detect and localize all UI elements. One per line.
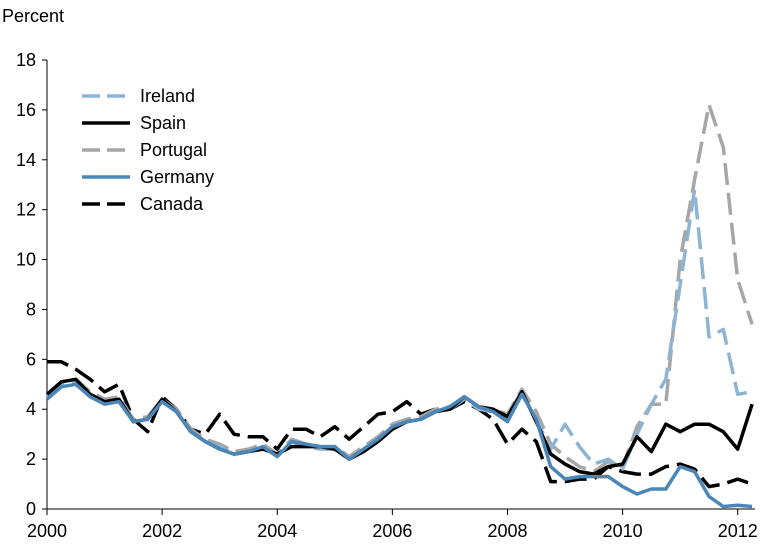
x-tick-label: 2006 xyxy=(372,521,412,541)
x-tick-label: 2008 xyxy=(487,521,527,541)
y-tick-label: 10 xyxy=(16,250,36,270)
x-tick-label: 2002 xyxy=(142,521,182,541)
x-tick-label: 2010 xyxy=(603,521,643,541)
x-tick-label: 2012 xyxy=(718,521,758,541)
y-tick-label: 16 xyxy=(16,100,36,120)
y-tick-label: 14 xyxy=(16,150,36,170)
legend-label: Ireland xyxy=(140,86,195,106)
x-tick-label: 2000 xyxy=(27,521,67,541)
legend-label: Canada xyxy=(140,194,204,214)
y-tick-label: 4 xyxy=(26,399,36,419)
y-axis-label: Percent xyxy=(2,6,64,26)
y-tick-label: 8 xyxy=(26,299,36,319)
series-line xyxy=(47,360,753,489)
y-tick-label: 12 xyxy=(16,200,36,220)
y-tick-label: 2 xyxy=(26,449,36,469)
legend-label: Spain xyxy=(140,113,186,133)
legend-label: Portugal xyxy=(140,140,207,160)
legend-label: Germany xyxy=(140,167,214,187)
y-tick-label: 0 xyxy=(26,499,36,519)
y-tick-label: 6 xyxy=(26,349,36,369)
series-line xyxy=(45,382,753,509)
y-tick-label: 18 xyxy=(16,50,36,70)
series-line xyxy=(45,377,754,476)
x-tick-label: 2004 xyxy=(257,521,297,541)
